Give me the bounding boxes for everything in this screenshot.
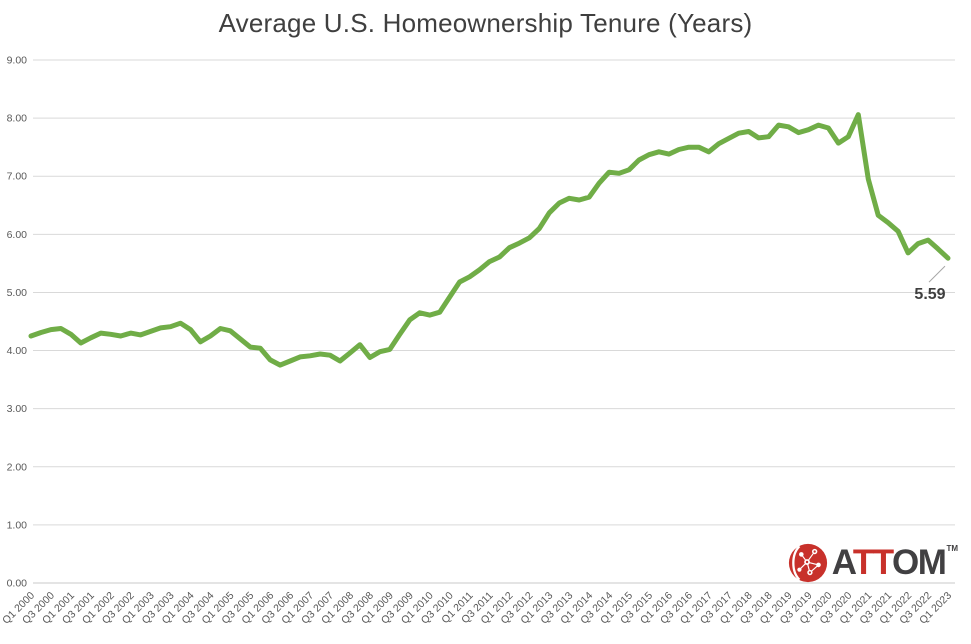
y-axis-labels: 0.00 1.00 2.00 3.00 4.00 5.00 6.00 7.00 8.00 9.00 (7, 55, 28, 590)
y-tick-label: 9.00 (7, 55, 28, 67)
y-tick-label: 6.00 (7, 229, 28, 241)
y-tick-label: 8.00 (7, 113, 28, 125)
y-tick-label: 7.00 (7, 171, 28, 183)
logo-letters-om: OM (892, 543, 947, 582)
attom-logo: ATTOM TM (787, 542, 958, 584)
last-value-label: 5.59 (914, 286, 945, 303)
y-tick-label: 5.00 (7, 287, 28, 299)
logo-letters-tt: TT (852, 543, 894, 582)
logo-letter-a: A (831, 543, 855, 582)
y-tick-label: 2.00 (7, 461, 28, 473)
gridlines (33, 59, 955, 584)
attom-logo-icon (788, 543, 827, 583)
y-tick-label: 1.00 (7, 519, 28, 531)
chart-title: Average U.S. Homeownership Tenure (Years… (218, 8, 753, 38)
logo-trademark: TM (946, 544, 958, 553)
y-tick-label: 0.00 (7, 578, 28, 590)
y-tick-label: 4.00 (7, 345, 28, 357)
y-tick-label: 3.00 (7, 403, 28, 415)
annotation-leader-line (928, 265, 946, 283)
tenure-line-series (28, 112, 951, 368)
